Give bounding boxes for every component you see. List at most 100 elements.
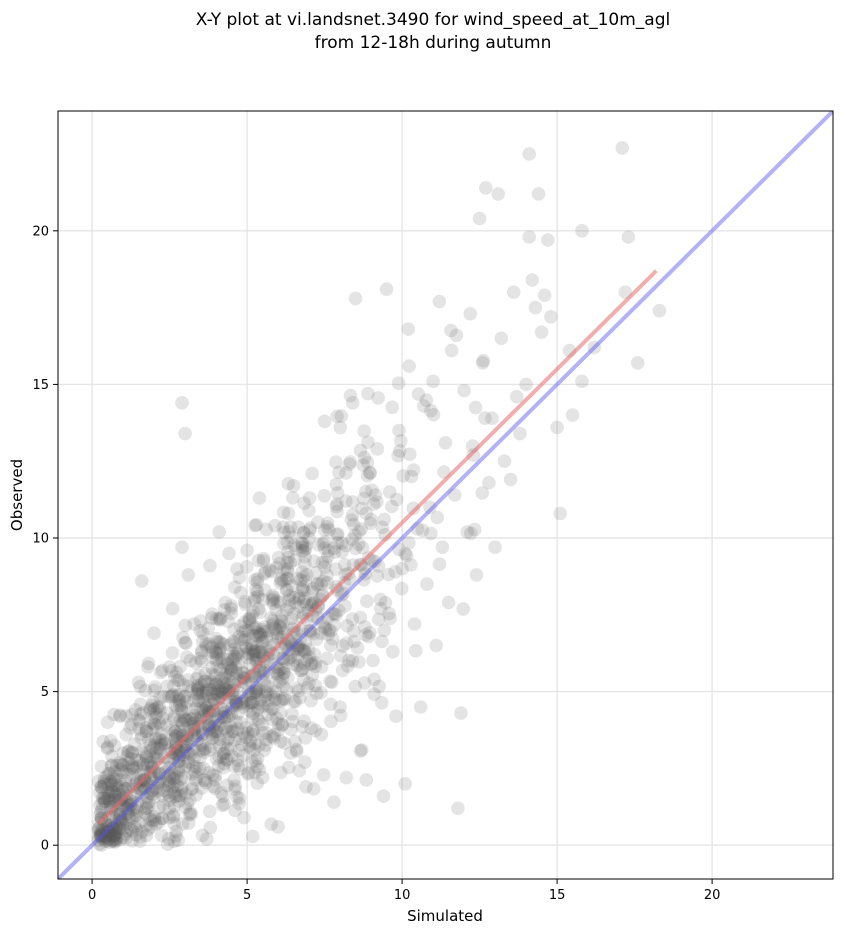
scatter-point (207, 681, 222, 696)
scatter-point (255, 717, 269, 732)
scatter-point (143, 786, 157, 800)
scatter-point (93, 826, 108, 841)
scatter-point (475, 356, 490, 370)
scatter-point (272, 675, 287, 689)
scatter-point (375, 695, 389, 710)
scatter-point (238, 630, 253, 645)
scatter-point (267, 728, 282, 742)
scatter-point (162, 761, 176, 775)
scatter-point (295, 544, 310, 558)
scatter-point (129, 800, 143, 815)
scatter-point (329, 455, 343, 470)
scatter-point (410, 522, 425, 536)
scatter-point (207, 724, 222, 739)
scatter-point (305, 466, 320, 481)
scatter-point (113, 809, 128, 824)
scatter-point (188, 656, 203, 670)
scatter-point (317, 541, 332, 556)
scatter-point (201, 698, 216, 712)
scatter-point (169, 824, 184, 839)
scatter-point (175, 716, 189, 730)
scatter-point (101, 785, 116, 799)
scatter-point (190, 733, 204, 747)
scatter-point (249, 644, 263, 659)
scatter-point (330, 528, 344, 542)
scatter-point (256, 666, 271, 681)
scatter-point (310, 578, 325, 592)
scatter-point (196, 726, 210, 741)
scatter-point (299, 538, 313, 553)
scatter-point (360, 594, 374, 608)
scatter-point (116, 822, 130, 836)
scatter-point (116, 780, 130, 794)
scatter-point (209, 752, 224, 766)
scatter-point (222, 708, 236, 723)
scatter-point (298, 557, 312, 571)
scatter-point (239, 560, 254, 574)
scatter-point (368, 554, 382, 569)
scatter-point (457, 383, 471, 398)
scatter-point (149, 707, 163, 721)
scatter-point (224, 663, 238, 678)
scatter-point (286, 491, 300, 505)
scatter-point (202, 722, 216, 737)
scatter-point (200, 832, 214, 846)
scatter-point (91, 822, 106, 836)
scatter-point (238, 595, 252, 609)
scatter-point (220, 652, 234, 667)
scatter-point (147, 716, 161, 731)
scatter-point (95, 796, 109, 811)
scatter-point (128, 703, 143, 717)
scatter-point (289, 541, 303, 556)
scatter-point (156, 689, 171, 704)
scatter-point (357, 676, 372, 690)
scatter-point (348, 679, 363, 694)
scatter-point (160, 706, 174, 720)
scatter-point (178, 770, 192, 785)
scatter-point (382, 606, 396, 621)
scatter-point (280, 535, 295, 550)
scatter-point (148, 738, 162, 753)
scatter-point (128, 808, 143, 823)
scatter-point (275, 718, 290, 732)
scatter-point (381, 567, 396, 582)
scatter-point (168, 669, 182, 684)
scatter-point (212, 718, 226, 733)
scatter-point (252, 645, 267, 659)
scatter-point (371, 559, 386, 573)
scatter-point (367, 687, 381, 701)
scatter-point (407, 617, 422, 631)
scatter-point (335, 545, 349, 559)
scatter-point (177, 713, 191, 728)
scatter-point (209, 724, 223, 739)
scatter-point (411, 387, 426, 401)
scatter-point (435, 540, 450, 554)
scatter-point (166, 771, 180, 786)
scatter-point (102, 793, 117, 807)
scatter-point (125, 745, 139, 760)
scatter-point (212, 635, 226, 649)
scatter-point (378, 595, 393, 610)
scatter-point (212, 643, 227, 657)
scatter-point (291, 641, 306, 655)
scatter-point (126, 802, 140, 817)
scatter-point (202, 804, 217, 819)
scatter-point (242, 614, 257, 628)
scatter-point (295, 719, 310, 734)
scatter-point (118, 793, 132, 808)
scatter-point (475, 486, 490, 500)
scatter-point (248, 648, 262, 662)
scatter-point (314, 626, 328, 641)
scatter-point (228, 732, 242, 747)
scatter-point (193, 750, 207, 764)
scatter-point (103, 766, 117, 781)
scatter-point (229, 697, 243, 711)
scatter-point (146, 721, 160, 736)
scatter-point (354, 522, 369, 536)
scatter-point (280, 562, 295, 576)
scatter-point (170, 770, 184, 785)
scatter-point (146, 783, 160, 798)
scatter-point (101, 810, 116, 824)
scatter-point (531, 187, 546, 201)
scatter-point (292, 589, 307, 604)
